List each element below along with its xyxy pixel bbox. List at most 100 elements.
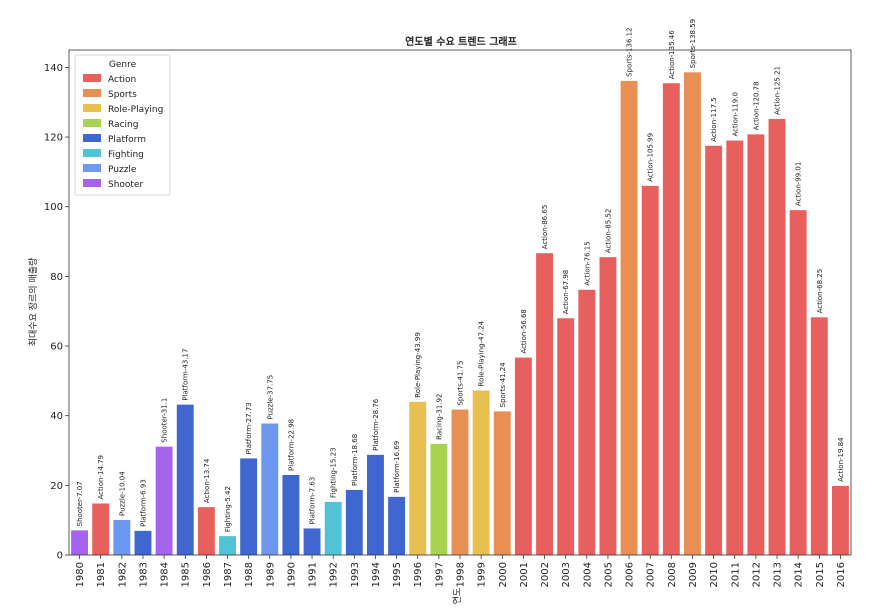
bar-label-1983: Platform-6.93 <box>139 479 147 527</box>
x-tick-label-2002: 2002 <box>540 562 551 587</box>
legend-label-puzzle: Puzzle <box>108 165 137 175</box>
y-tick-label-120: 120 <box>44 133 63 144</box>
y-tick-label-100: 100 <box>44 202 63 213</box>
bar-2009 <box>684 72 701 555</box>
bar-label-1992: Fighting-15.23 <box>330 447 338 497</box>
bar-label-1980: Shooter-7.07 <box>76 481 84 526</box>
bar-label-1989: Puzzle-37.75 <box>266 375 274 420</box>
x-tick-label-2009: 2009 <box>688 562 699 587</box>
x-tick-label-1998: 1998 <box>456 562 467 587</box>
x-tick-label-1988: 1988 <box>244 562 255 587</box>
bar-2016 <box>831 485 849 555</box>
bar-1988 <box>240 458 258 555</box>
bar-label-2014: Action-99.01 <box>795 162 803 207</box>
bar-label-1991: Platform-7.63 <box>309 477 317 525</box>
bar-2007 <box>641 185 659 556</box>
legend: Genre Action Sports Role-Playing Racing Platf… <box>74 54 171 196</box>
bar-label-1994: Platform-28.76 <box>372 398 380 451</box>
x-tick-label-1989: 1989 <box>265 562 276 587</box>
bar-label-2015: Action-68.25 <box>816 269 824 314</box>
legend-label-action: Action <box>108 75 136 85</box>
bar-labels-layer: Shooter-7.07 Action-14.79 Puzzle-10.04 Plat… <box>76 19 845 532</box>
bars-layer <box>71 72 849 556</box>
x-tick-label-1982: 1982 <box>117 562 128 587</box>
legend-label-role-playing: Role-Playing <box>108 105 163 115</box>
y-axis-label: 최대수요 장르의 매출량 <box>27 258 39 347</box>
x-tick-label-2016: 2016 <box>836 562 847 587</box>
x-tick-label-2013: 2013 <box>773 562 784 587</box>
bar-label-1981: Action-14.79 <box>97 455 105 500</box>
x-tick-label-1984: 1984 <box>160 562 171 587</box>
bar-1987 <box>219 536 236 555</box>
x-tick-label-1990: 1990 <box>286 562 297 587</box>
x-axis-label: 연도 <box>452 588 463 605</box>
bar-label-2005: Action-85.52 <box>604 209 612 254</box>
bar-label-2009: Sports-138.59 <box>689 19 697 68</box>
bar-label-2010: Action-117.5 <box>710 97 718 142</box>
chart-title: 연도별 수요 트렌드 그래프 <box>405 35 517 48</box>
x-tick-label-2005: 2005 <box>603 562 614 587</box>
legend-swatch-fighting <box>83 149 101 157</box>
bar-1985 <box>176 404 194 555</box>
bar-1990 <box>282 474 300 555</box>
bar-2003 <box>557 318 575 555</box>
bar-2002 <box>536 253 553 555</box>
bar-1996 <box>409 401 427 555</box>
bar-1986 <box>197 507 215 555</box>
bar-label-2004: Action-76.15 <box>583 241 591 286</box>
bar-label-1996: Role-Playing-43.99 <box>414 332 422 398</box>
bar-1980 <box>71 530 89 555</box>
x-tick-label-1996: 1996 <box>413 562 424 587</box>
legend-label-platform: Platform <box>108 135 146 145</box>
x-tick-label-2015: 2015 <box>815 562 826 587</box>
bar-label-1998: Sports-41.75 <box>457 361 465 406</box>
bar-1994 <box>367 454 384 555</box>
bar-label-1999: Role-Playing-47.24 <box>478 320 486 386</box>
bar-2004 <box>578 289 596 555</box>
x-tick-label-2003: 2003 <box>561 562 572 587</box>
bar-1993 <box>345 489 363 555</box>
x-tick-label-1981: 1981 <box>96 562 107 587</box>
plot-frame <box>68 49 852 556</box>
bar-label-1982: Puzzle-10.04 <box>118 471 126 516</box>
legend-swatch-shooter <box>83 179 101 187</box>
x-tick-label-2001: 2001 <box>519 562 530 587</box>
bar-2013 <box>768 118 786 556</box>
bar-2010 <box>705 145 723 555</box>
bar-1999 <box>472 390 490 555</box>
y-tick-label-40: 40 <box>50 411 63 422</box>
bar-1989 <box>261 423 279 555</box>
bar-label-1995: Platform-16.69 <box>393 441 401 493</box>
x-tick-label-1992: 1992 <box>329 562 340 587</box>
bar-label-1997: Racing-31.92 <box>435 394 443 440</box>
bar-label-2003: Action-67.98 <box>562 270 570 315</box>
x-tick-label-1987: 1987 <box>223 562 234 587</box>
bar-2000 <box>493 411 511 555</box>
x-tick-label-2007: 2007 <box>646 562 657 587</box>
x-tick-label-2006: 2006 <box>625 562 636 587</box>
legend-label-fighting: Fighting <box>108 150 144 160</box>
bar-2015 <box>810 317 828 555</box>
y-tick-label-60: 60 <box>50 342 63 353</box>
legend-title: Genre <box>109 60 137 70</box>
bar-label-2011: Action-119.0 <box>731 92 739 137</box>
bar-1991 <box>303 528 321 555</box>
x-tick-label-2011: 2011 <box>730 562 741 587</box>
legend-label-racing: Racing <box>108 120 138 130</box>
bar-2006 <box>620 80 638 556</box>
bar-1992 <box>324 501 342 555</box>
bar-1984 <box>155 446 173 555</box>
bar-1981 <box>92 503 110 555</box>
x-tick-label-2008: 2008 <box>667 562 678 587</box>
x-tick-label-2010: 2010 <box>709 562 720 587</box>
x-tick-label-2000: 2000 <box>498 562 509 587</box>
plot-area-border <box>68 49 852 556</box>
bar-label-1993: Platform-18.68 <box>351 434 359 486</box>
x-tick-label-1980: 1980 <box>75 562 86 587</box>
bar-label-2006: Sports-136.12 <box>626 27 634 76</box>
x-axis: 1980 1981 1982 1983 1984 1985 1986 1987 1988 1989… <box>75 555 847 587</box>
bar-2014 <box>789 210 807 556</box>
x-tick-label-1983: 1983 <box>138 562 149 587</box>
